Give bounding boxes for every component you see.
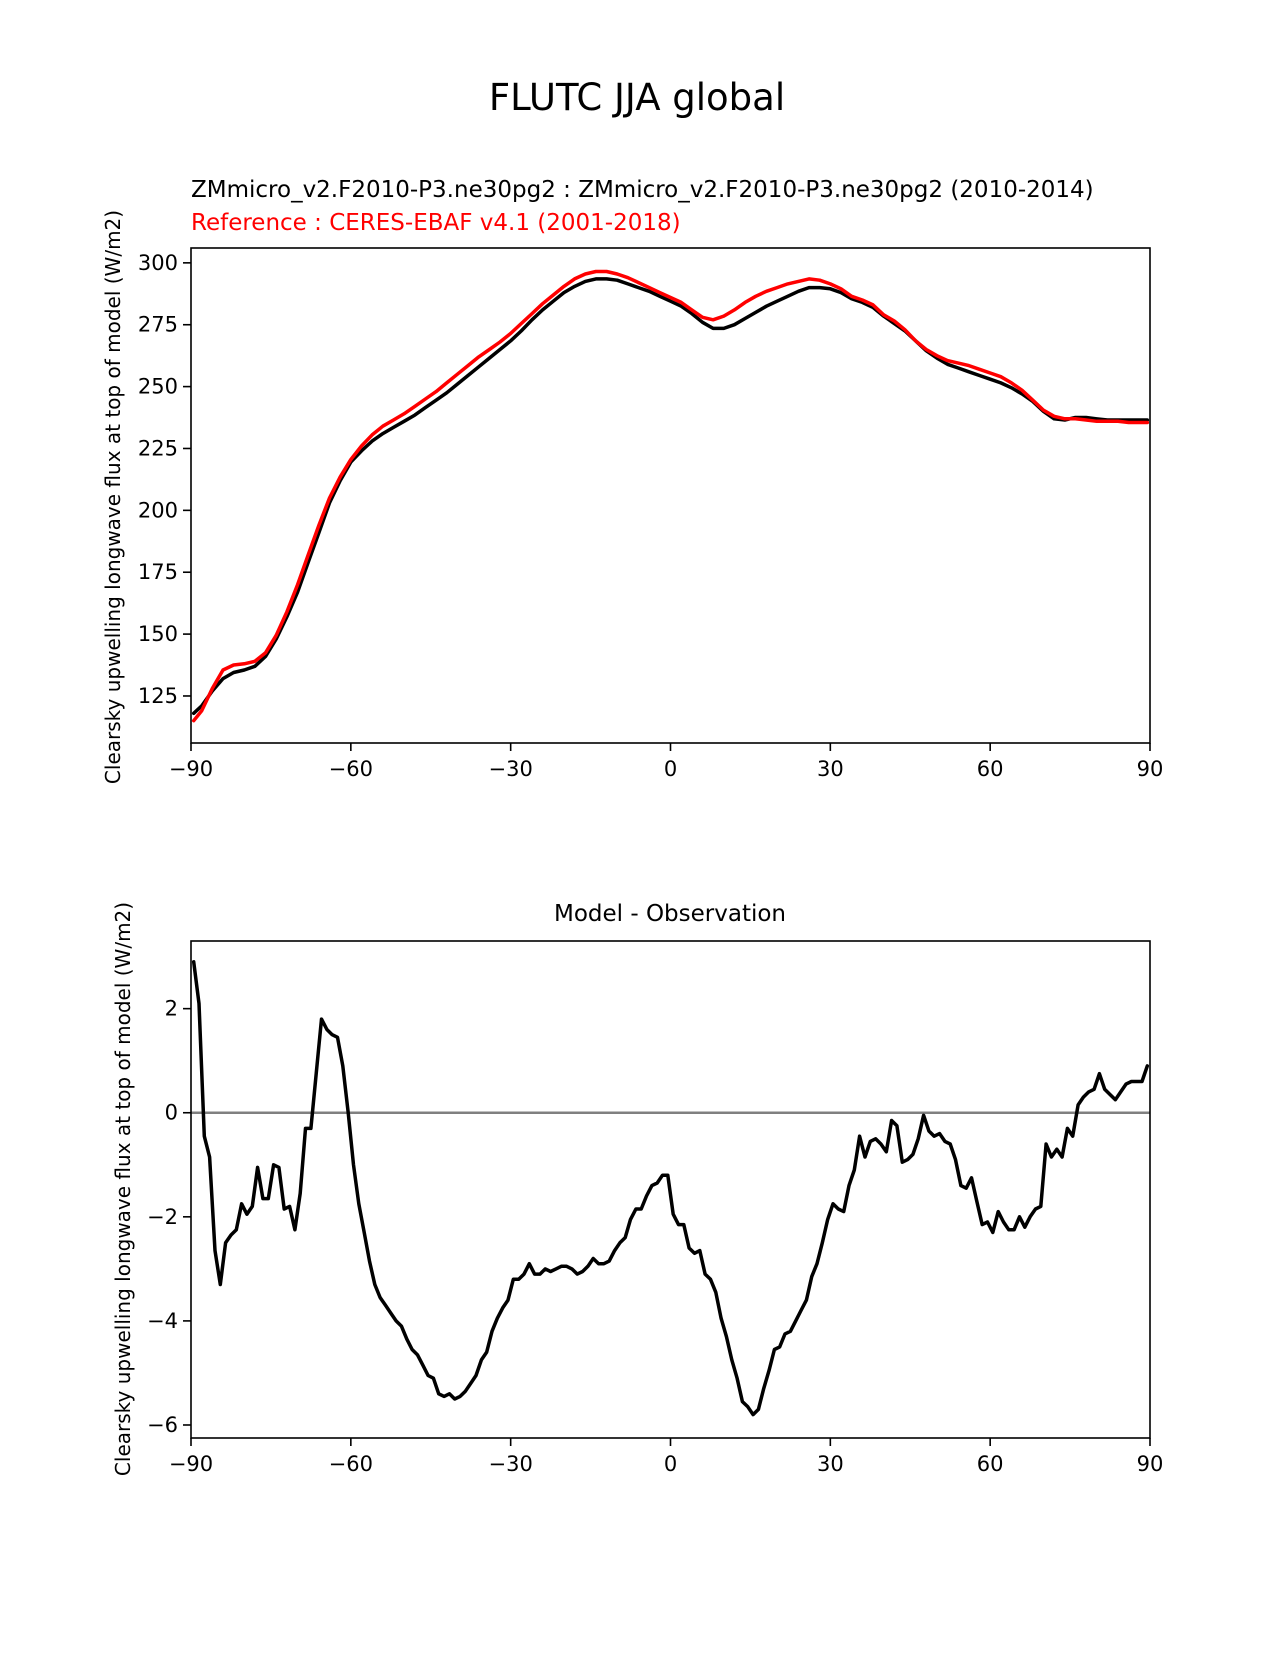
series-line-reference-red <box>191 269 1150 723</box>
y-tick-label: 250 <box>138 375 178 399</box>
x-tick-label: 90 <box>1137 757 1164 781</box>
x-tick-label: 30 <box>817 1452 844 1476</box>
x-tick-label: 60 <box>977 757 1004 781</box>
y-tick-label: 175 <box>138 560 178 584</box>
y-tick-label: 125 <box>138 684 178 708</box>
y-tick-label: 225 <box>138 436 178 460</box>
y-tick-label: 300 <box>138 251 178 275</box>
series-line-model-black <box>191 277 1150 716</box>
y-tick-label: 2 <box>165 997 178 1021</box>
y-tick-label: 200 <box>138 498 178 522</box>
y-tick-label: 275 <box>138 313 178 337</box>
y-tick-label: −4 <box>147 1309 178 1333</box>
x-tick-label: 60 <box>977 1452 1004 1476</box>
x-tick-label: −90 <box>169 1452 213 1476</box>
chart-title: Model - Observation <box>554 901 786 927</box>
x-tick-label: −30 <box>489 1452 533 1476</box>
x-tick-label: −60 <box>329 1452 373 1476</box>
y-tick-label: 150 <box>138 622 178 646</box>
figure-title: FLUTC JJA global <box>489 76 785 119</box>
y-axis-label: Clearsky upwelling longwave flux at top … <box>101 210 125 784</box>
chart-subtitle: Reference : CERES-EBAF v4.1 (2001-2018) <box>191 210 681 236</box>
y-tick-label: 0 <box>165 1101 178 1125</box>
x-tick-label: 30 <box>817 757 844 781</box>
series-line-model-black <box>191 960 1150 1417</box>
x-tick-label: −90 <box>169 757 213 781</box>
x-tick-label: −60 <box>329 757 373 781</box>
chart-title: ZMmicro_v2.F2010-P3.ne30pg2 : ZMmicro_v2… <box>191 177 1094 203</box>
x-tick-label: −30 <box>489 757 533 781</box>
y-tick-label: −6 <box>147 1413 178 1437</box>
x-tick-label: 0 <box>664 757 677 781</box>
y-tick-label: −2 <box>147 1205 178 1229</box>
x-tick-label: 90 <box>1137 1452 1164 1476</box>
y-axis-label: Clearsky upwelling longwave flux at top … <box>111 902 135 1476</box>
x-tick-label: 0 <box>664 1452 677 1476</box>
bottom-panel-difference-chart: Model - Observation Clearsky upwelling l… <box>111 901 1163 1476</box>
top-panel-line-chart: ZMmicro_v2.F2010-P3.ne30pg2 : ZMmicro_v2… <box>101 177 1163 784</box>
